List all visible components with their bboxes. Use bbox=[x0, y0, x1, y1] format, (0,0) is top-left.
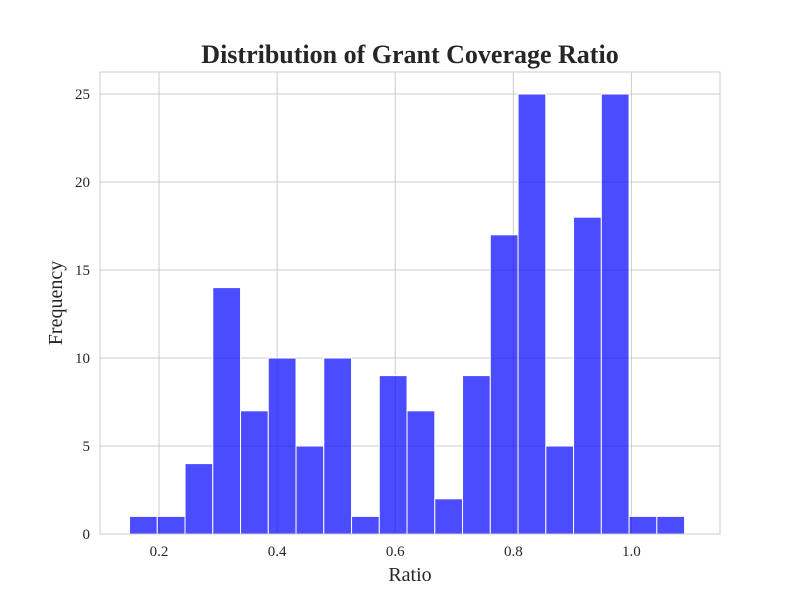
y-tick-label: 5 bbox=[83, 439, 91, 455]
y-tick-label: 25 bbox=[75, 87, 90, 103]
histogram-bar bbox=[378, 375, 408, 535]
x-tick-label: 1.0 bbox=[622, 544, 641, 560]
histogram-bar bbox=[351, 515, 380, 535]
histogram-bar bbox=[628, 515, 658, 535]
y-tick-label: 15 bbox=[75, 263, 90, 279]
plot-frame bbox=[99, 71, 721, 535]
histogram-bar bbox=[600, 93, 630, 535]
histogram-bar bbox=[434, 498, 464, 535]
histogram-bar bbox=[573, 216, 602, 535]
histogram-bar bbox=[406, 410, 436, 535]
y-axis-label: Frequency bbox=[45, 261, 67, 345]
bars-layer bbox=[129, 93, 686, 535]
histogram-bar bbox=[156, 515, 186, 535]
x-tick-label: 0.8 bbox=[504, 544, 523, 560]
histogram-bar bbox=[267, 357, 297, 535]
x-axis-label: Ratio bbox=[388, 564, 431, 586]
y-tick-label: 0 bbox=[83, 527, 91, 543]
histogram-bar bbox=[489, 234, 519, 535]
x-tick-label: 0.2 bbox=[150, 544, 169, 560]
histogram-bar bbox=[656, 515, 686, 535]
y-tick-label: 20 bbox=[75, 175, 90, 191]
histogram-bar bbox=[545, 445, 575, 535]
histogram-bar bbox=[129, 515, 158, 535]
histogram-bar bbox=[323, 357, 353, 535]
histogram-bar bbox=[240, 410, 269, 535]
histogram-bar bbox=[295, 445, 325, 535]
histogram-bar bbox=[462, 375, 491, 535]
y-tick-label: 10 bbox=[75, 351, 90, 367]
histogram-bar bbox=[212, 287, 242, 535]
x-tick-label: 0.6 bbox=[386, 544, 405, 560]
ticks-layer: 0.2 0.4 0.6 0.8 1.0 0 5 10 15 20 25 bbox=[75, 87, 641, 560]
x-tick-label: 0.4 bbox=[268, 544, 287, 560]
histogram-bar bbox=[517, 93, 547, 535]
chart-title: Distribution of Grant Coverage Ratio bbox=[201, 40, 618, 69]
histogram-bar bbox=[184, 463, 214, 535]
